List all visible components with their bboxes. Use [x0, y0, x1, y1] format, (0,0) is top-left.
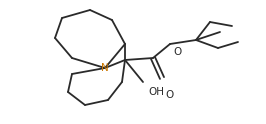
Text: OH: OH	[148, 87, 164, 97]
Text: N: N	[101, 63, 109, 73]
Text: O: O	[173, 47, 181, 57]
Text: O: O	[166, 90, 174, 100]
